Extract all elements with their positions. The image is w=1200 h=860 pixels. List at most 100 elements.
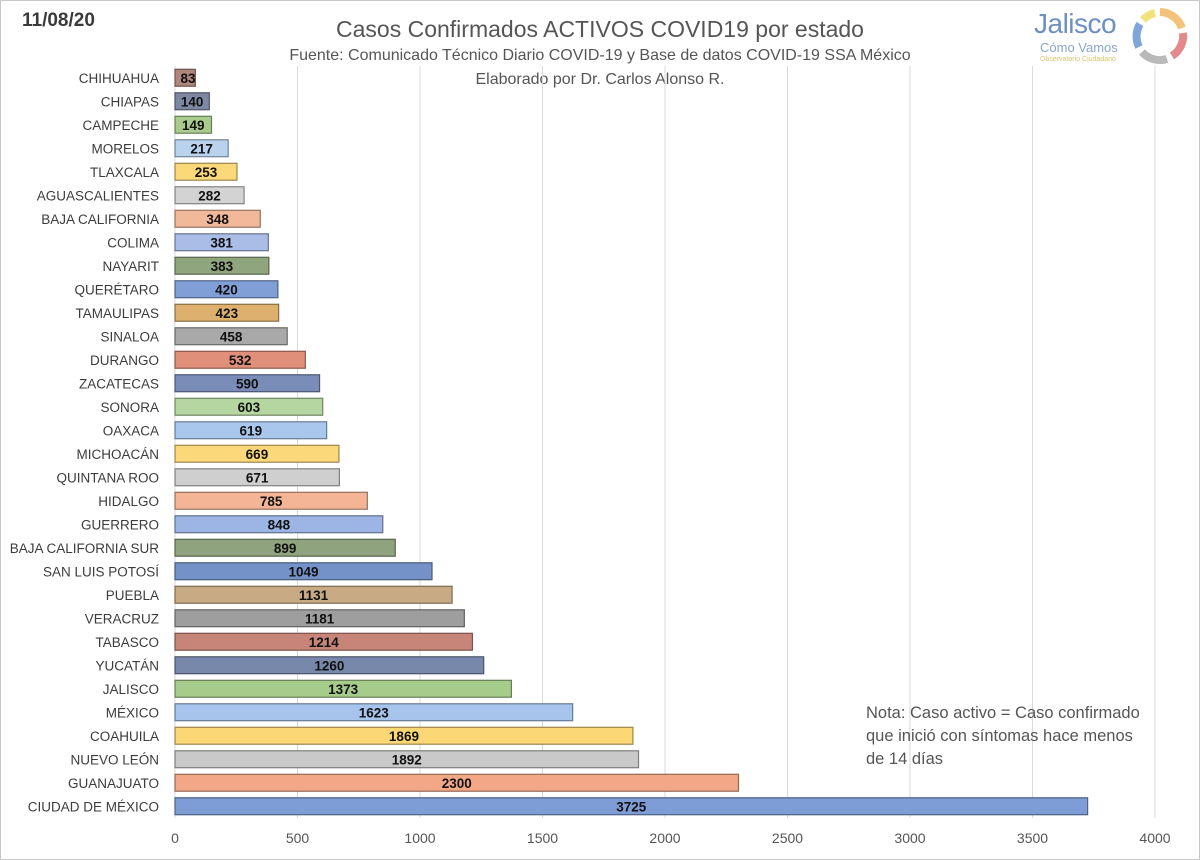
data-label: 383	[211, 259, 234, 274]
bar	[174, 68, 196, 87]
data-label: 423	[216, 306, 239, 321]
x-tick-label: 4000	[1139, 830, 1170, 846]
bar	[174, 491, 368, 510]
bar	[174, 327, 288, 346]
category-label: GUANAJUATO	[68, 776, 159, 791]
data-label: 1049	[288, 564, 318, 579]
bar	[174, 350, 306, 369]
x-tick-label: 3500	[1017, 830, 1048, 846]
x-tick-label: 2500	[772, 830, 803, 846]
data-label: 1260	[314, 658, 344, 673]
bar	[174, 233, 269, 252]
data-label: 669	[246, 447, 269, 462]
bar	[174, 280, 279, 299]
x-tick-label: 500	[286, 830, 310, 846]
bar	[174, 609, 465, 628]
category-label: BAJA CALIFORNIA SUR	[10, 541, 160, 556]
category-label: TABASCO	[95, 635, 159, 650]
bar	[174, 679, 512, 698]
category-label: GUERRERO	[81, 517, 159, 532]
category-label: QUERÉTARO	[74, 282, 159, 297]
bar	[174, 632, 474, 651]
data-label: 282	[198, 188, 221, 203]
data-label: 83	[180, 71, 196, 86]
category-label: PUEBLA	[106, 588, 159, 603]
note-line-1: Nota: Caso activo = Caso confirmado	[866, 704, 1140, 722]
category-label: CAMPECHE	[82, 118, 159, 133]
category-label: AGUASCALIENTES	[37, 188, 159, 203]
bar	[174, 515, 384, 534]
data-label: 848	[268, 517, 291, 532]
x-tick-label: 0	[171, 830, 179, 846]
category-label: OAXACA	[103, 423, 159, 438]
data-label: 1623	[359, 705, 390, 720]
chart-subtitle: Fuente: Comunicado Técnico Diario COVID-…	[289, 47, 911, 64]
category-label: DURANGO	[90, 353, 159, 368]
category-label: HIDALGO	[98, 494, 159, 509]
category-label: MÉXICO	[106, 705, 159, 720]
bar	[174, 209, 261, 228]
note-box: Nota: Caso activo = Caso confirmado que …	[866, 702, 1166, 771]
category-label: JALISCO	[103, 682, 159, 697]
data-label: 785	[260, 494, 283, 509]
category-label: QUINTANA ROO	[56, 470, 159, 485]
category-label: MICHOACÁN	[76, 447, 159, 462]
bar	[174, 773, 740, 792]
data-label: 140	[181, 94, 204, 109]
bars	[174, 68, 1089, 816]
data-label: 603	[238, 400, 261, 415]
data-label: 532	[229, 353, 252, 368]
x-tick-label: 1000	[404, 830, 435, 846]
logo-tagline: Cómo Vamos	[1040, 40, 1118, 55]
bar	[174, 703, 574, 722]
x-tick-label: 3000	[894, 830, 925, 846]
bar	[174, 797, 1089, 816]
category-label: CHIAPAS	[101, 94, 159, 109]
data-label: 420	[215, 282, 238, 297]
data-label: 3725	[616, 799, 647, 814]
jalisco-como-vamos-logo: Jalisco Cómo Vamos Observatorio Ciudadan…	[1030, 6, 1190, 66]
data-label: 1892	[392, 752, 422, 767]
data-label: 458	[220, 329, 243, 344]
data-label: 1181	[305, 611, 335, 626]
bar	[174, 256, 270, 275]
bar	[174, 139, 229, 158]
category-label: VERACRUZ	[85, 611, 159, 626]
report-date: 11/08/20	[22, 10, 95, 31]
category-label: MORELOS	[91, 141, 159, 156]
chart-title: Casos Confirmados ACTIVOS COVID19 por es…	[336, 16, 864, 42]
bar	[174, 374, 321, 393]
data-label: 899	[274, 541, 297, 556]
bar	[174, 303, 280, 322]
note-line-2: que inició con síntomas hace menos	[866, 727, 1133, 745]
data-label: 1131	[299, 588, 329, 603]
data-label: 1869	[389, 729, 419, 744]
bar	[174, 444, 340, 463]
category-label: ZACATECAS	[79, 376, 159, 391]
data-label: 2300	[442, 776, 472, 791]
bar	[174, 162, 238, 181]
category-labels: CHIHUAHUA CHIAPAS CAMPECHE MORELOS TLAXCALA A…	[10, 71, 160, 815]
category-label: SONORA	[100, 400, 159, 415]
data-label: 149	[182, 118, 205, 133]
category-label: SAN LUIS POTOSÍ	[43, 564, 159, 579]
bar	[174, 750, 640, 769]
bar	[174, 726, 634, 745]
data-label: 619	[240, 423, 263, 438]
category-label: COLIMA	[107, 235, 159, 250]
data-label: 671	[246, 470, 269, 485]
category-label: YUCATÁN	[95, 658, 159, 673]
bar	[174, 585, 453, 604]
category-label: NUEVO LEÓN	[70, 752, 159, 767]
category-label: NAYARIT	[102, 259, 159, 274]
data-label: 1373	[328, 682, 359, 697]
bar	[174, 562, 433, 581]
logo-ring-icon	[1132, 8, 1188, 65]
bar	[174, 186, 245, 205]
bar	[174, 468, 340, 487]
category-label: BAJA CALIFORNIA	[41, 212, 159, 227]
data-label: 217	[190, 141, 213, 156]
x-tick-label: 1500	[527, 830, 558, 846]
x-tick-label: 2000	[649, 830, 680, 846]
